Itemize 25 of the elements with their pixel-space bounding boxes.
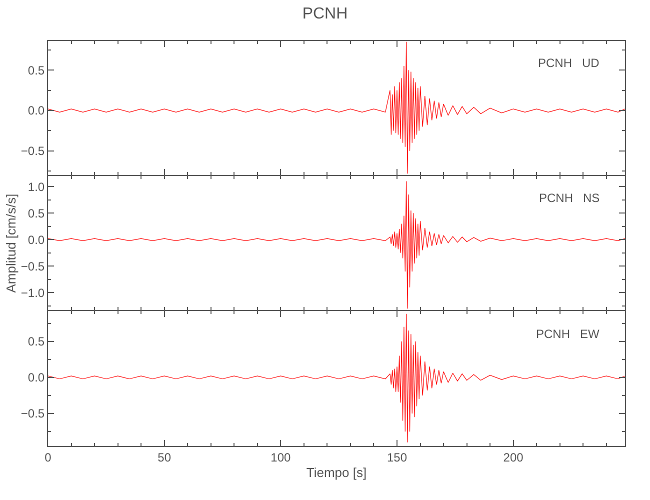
line-series (48, 314, 625, 443)
x-tick-label: 0 (44, 450, 52, 464)
chart-title: PCNH (302, 6, 348, 23)
y-axis-title: Amplitud [cm/s/s] (4, 194, 19, 293)
line-series (48, 42, 625, 174)
y-tick-label: 0.0 (28, 370, 45, 385)
annotation: PCNH NS (539, 191, 600, 205)
x-tick-label: 50 (158, 450, 172, 464)
y-tick-label: −1.0 (20, 286, 45, 300)
x-tick-label: 150 (386, 450, 408, 464)
y-tick-label: −0.5 (20, 144, 45, 158)
x-tick-label: 200 (503, 450, 524, 464)
y-tick-label: 1.0 (28, 180, 45, 194)
y-tick-label: −0.5 (20, 259, 45, 274)
y-tick-label: −0.5 (20, 406, 45, 421)
line-series (48, 181, 625, 309)
y-tick-label: 0.0 (28, 232, 45, 247)
y-tick-label: 0.5 (28, 206, 45, 220)
y-tick-label: 0.0 (28, 104, 45, 118)
annotation: PCNH UD (538, 56, 600, 70)
y-tick-label: 0.5 (28, 63, 45, 78)
y-tick-label: 0.5 (28, 334, 45, 349)
x-axis-title: Tiempo [s] (306, 465, 367, 480)
annotation: PCNH EW (536, 327, 600, 341)
x-tick-label: 100 (270, 450, 291, 464)
